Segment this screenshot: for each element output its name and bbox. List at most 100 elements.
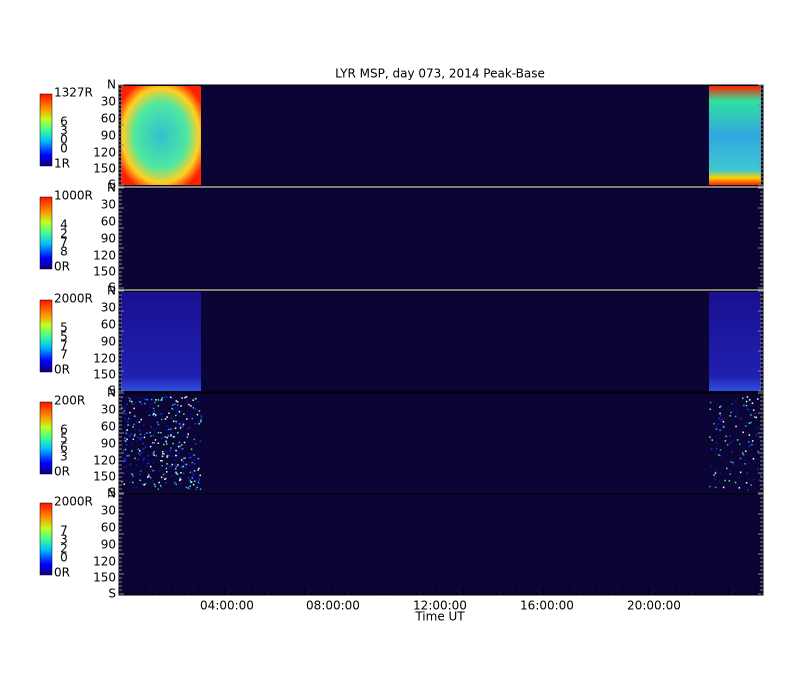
speckle — [724, 479, 726, 482]
speckle — [182, 425, 184, 428]
speckle — [162, 450, 164, 453]
speckle — [199, 488, 202, 490]
speckle — [122, 449, 125, 452]
speckle — [160, 432, 162, 434]
speckle — [731, 450, 733, 453]
speckle — [153, 483, 156, 486]
speckle — [192, 474, 195, 476]
speckle — [196, 486, 198, 489]
speckle — [748, 445, 751, 447]
speckle — [726, 444, 729, 446]
colorbar-max-label: 1000R — [54, 189, 93, 203]
y-tick-label: 30 — [101, 504, 116, 518]
speckle — [160, 476, 163, 479]
y-tick-label: 30 — [101, 95, 116, 109]
speckle — [131, 450, 133, 452]
speckle — [137, 448, 140, 450]
speckle — [742, 397, 744, 400]
speckle — [132, 438, 135, 441]
speckle — [196, 413, 199, 416]
speckle — [145, 465, 148, 467]
speckle — [184, 396, 186, 399]
wavelength-digit: 7 — [60, 236, 68, 250]
y-tick-label: 150 — [93, 571, 116, 585]
y-tick-label: 60 — [101, 521, 116, 535]
speckle — [149, 403, 152, 405]
speckle — [132, 426, 134, 428]
speckle — [186, 418, 188, 420]
speckle — [142, 448, 145, 450]
speckle — [198, 423, 200, 425]
speckle — [180, 483, 182, 485]
speckle — [165, 467, 168, 470]
wavelength-digit: 0 — [60, 551, 68, 565]
speckle — [178, 410, 181, 413]
chart-title: LYR MSP, day 073, 2014 Peak-Base — [335, 67, 545, 81]
speckle — [181, 397, 183, 399]
speckle — [153, 442, 156, 444]
speckle — [172, 442, 174, 445]
panel-background — [118, 493, 764, 596]
speckle — [176, 409, 178, 412]
speckle — [146, 398, 148, 401]
speckle — [134, 415, 137, 418]
speckle — [140, 403, 143, 405]
speckle — [751, 443, 753, 446]
speckle — [184, 463, 186, 466]
speckle — [719, 429, 721, 431]
speckle — [170, 428, 172, 431]
speckle — [720, 405, 722, 408]
speckle — [725, 434, 728, 437]
speckle — [757, 426, 759, 429]
speckle — [189, 488, 192, 490]
speckle — [185, 486, 188, 489]
y-tick-label: 90 — [101, 437, 116, 451]
y-tick-label: S — [108, 384, 116, 398]
colorbar — [39, 401, 53, 475]
speckle — [135, 440, 138, 443]
speckle — [180, 472, 182, 474]
speckle — [177, 452, 180, 454]
y-tick-label: 120 — [93, 555, 116, 569]
speckle — [195, 443, 197, 445]
wavelength-digit: 3 — [60, 450, 68, 464]
speckle — [149, 406, 151, 409]
x-tick-label: 20:00:00 — [627, 599, 681, 613]
speckle — [157, 431, 160, 434]
wavelength-digit: 6 — [60, 423, 68, 437]
speckle — [167, 428, 170, 431]
speckle — [140, 418, 143, 421]
y-tick-label: S — [108, 587, 116, 601]
speckle — [185, 463, 188, 466]
speckle — [729, 473, 731, 475]
speckle — [740, 417, 742, 420]
y-tick-label: 120 — [93, 249, 116, 263]
speckle — [709, 436, 711, 438]
speckle — [163, 453, 166, 455]
speckle — [185, 396, 188, 398]
speckle — [179, 415, 181, 417]
speckle — [745, 421, 748, 424]
speckle — [143, 484, 145, 486]
speckle — [188, 427, 190, 429]
speckle — [162, 473, 165, 476]
speckle — [190, 405, 192, 407]
speckle — [174, 481, 176, 484]
speckle — [195, 488, 197, 491]
speckle — [176, 401, 179, 403]
speckle — [181, 424, 184, 427]
speckle — [146, 432, 148, 434]
speckle — [166, 416, 168, 418]
speckle — [751, 413, 753, 415]
speckle — [731, 440, 734, 443]
speckle — [143, 398, 146, 401]
speckle — [719, 449, 722, 451]
speckle — [124, 448, 127, 451]
speckle — [739, 457, 742, 460]
colorbar — [39, 502, 53, 576]
speckle — [166, 453, 169, 456]
speckle — [715, 486, 717, 489]
speckle — [132, 475, 134, 477]
speckle — [191, 461, 194, 464]
speckle — [175, 414, 177, 417]
